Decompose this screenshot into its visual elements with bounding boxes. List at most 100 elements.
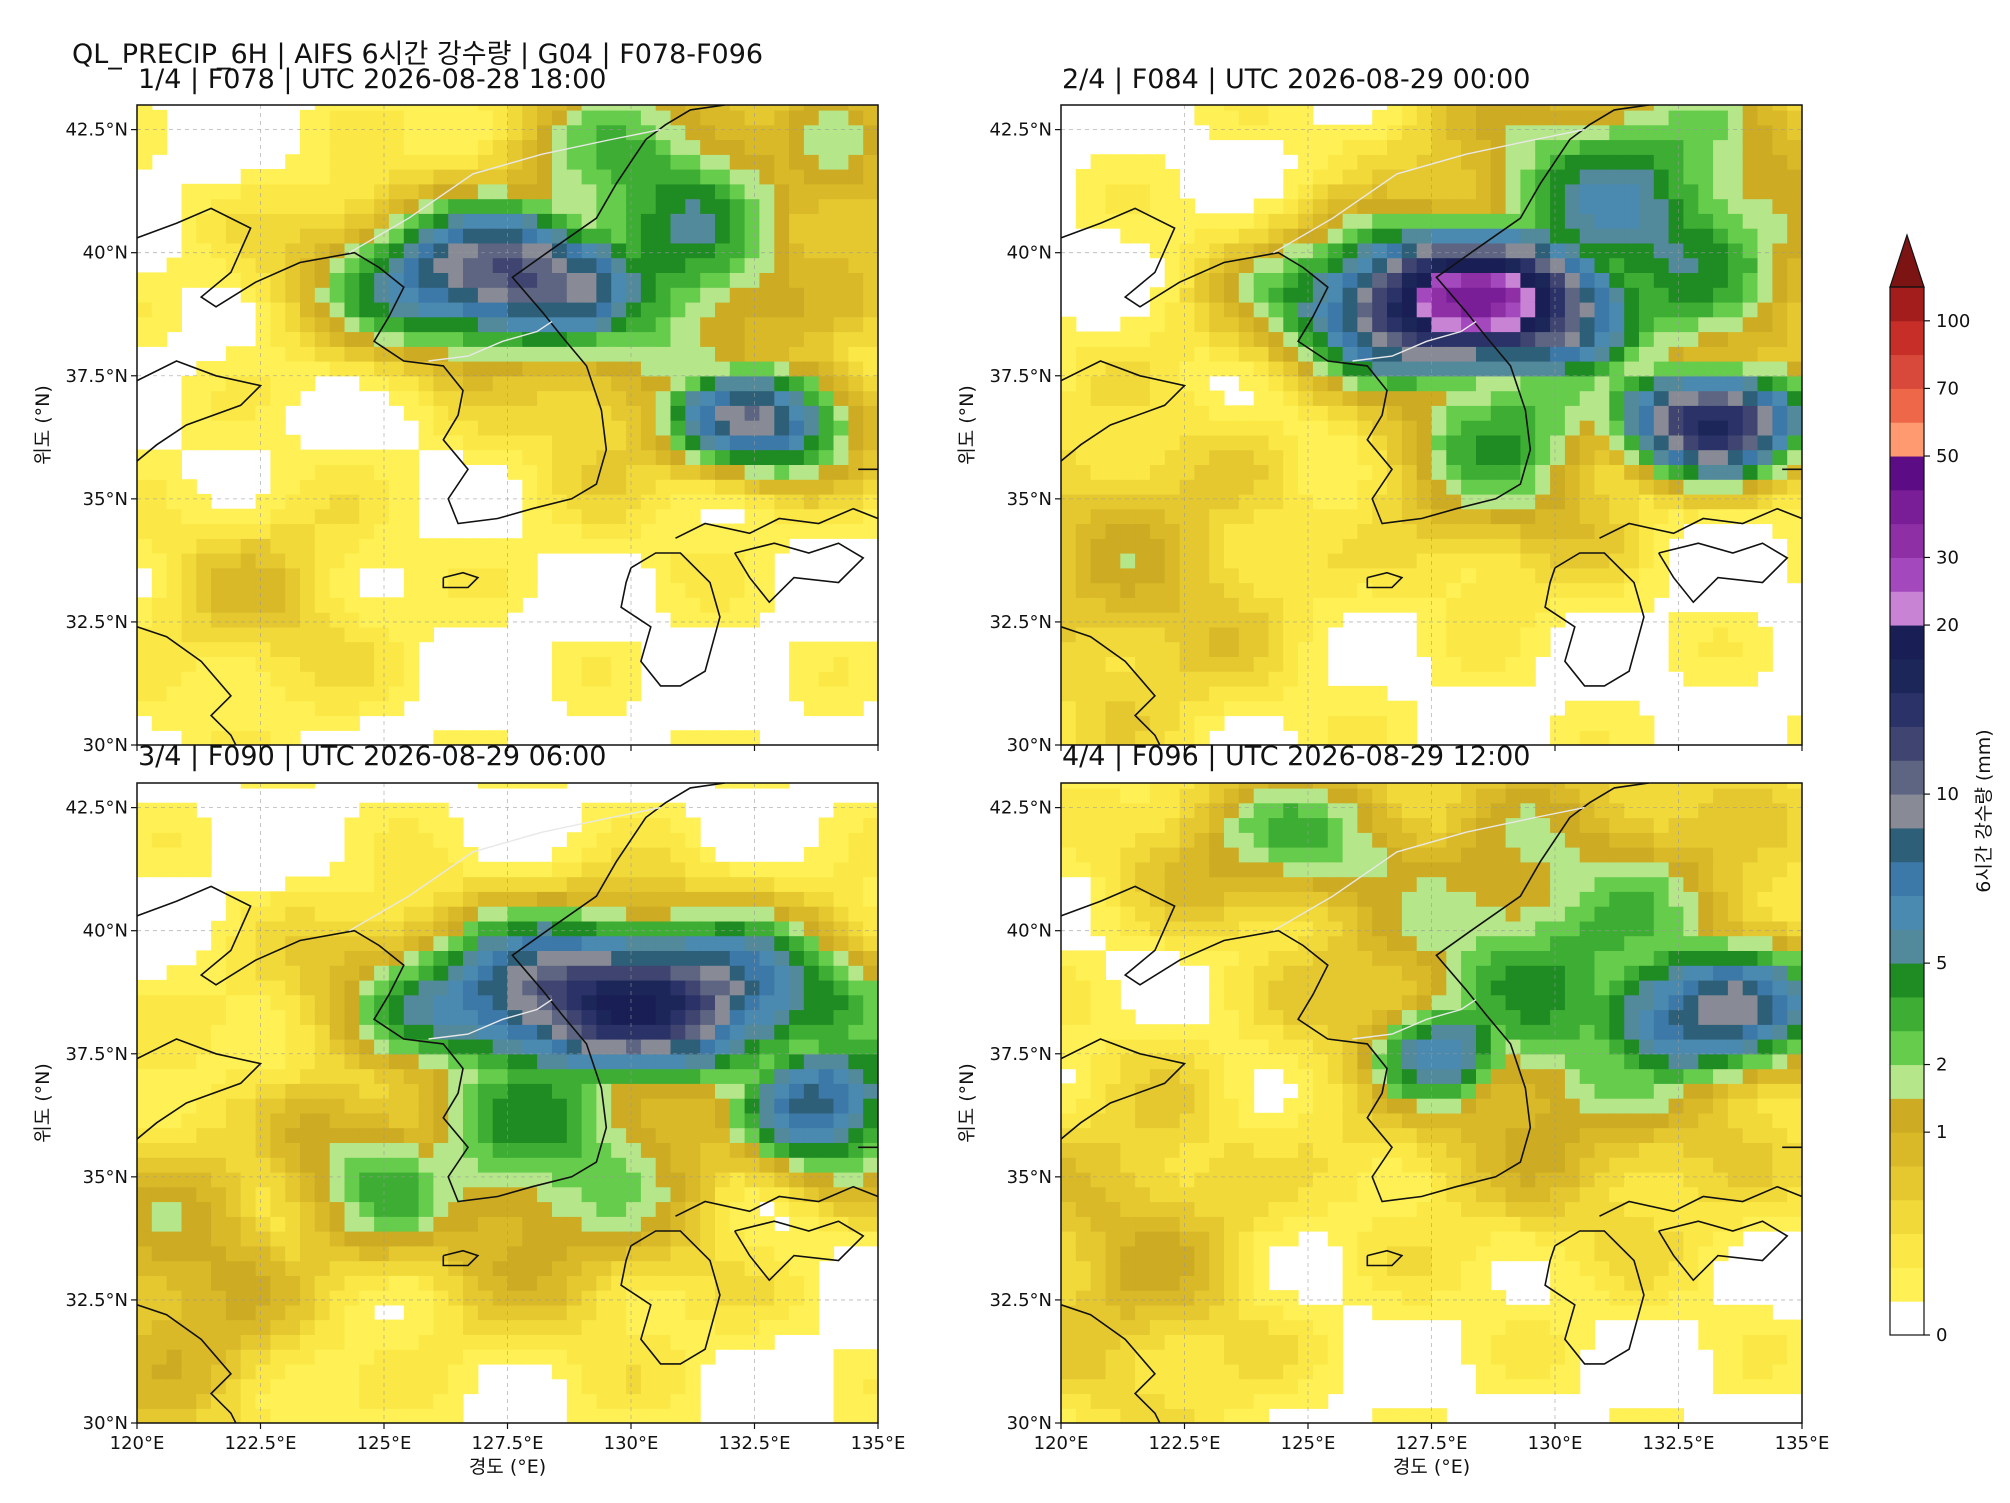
colorbar-bin <box>1890 456 1924 491</box>
y-tick-label: 35°N <box>83 1167 128 1188</box>
y-tick-label: 42.5°N <box>989 798 1052 819</box>
colorbar-bin <box>1890 1098 1924 1133</box>
colorbar-extend-arrow <box>1889 233 1925 288</box>
y-axis-label: 위도 (°N) <box>32 1063 54 1143</box>
colorbar-bin <box>1890 1132 1924 1167</box>
colorbar-bin <box>1890 1199 1924 1235</box>
colorbar-bin <box>1890 692 1924 727</box>
x-tick-label: 120°E <box>110 1433 165 1454</box>
colorbar-tick-label: 100 <box>1936 311 1970 332</box>
colorbar-bin <box>1890 794 1924 829</box>
y-tick-label: 40°N <box>83 243 128 264</box>
colorbar-bin <box>1890 523 1924 558</box>
map-panels: 30°N32.5°N35°N37.5°N40°N42.5°N위도 (°N)30°… <box>32 104 1830 1478</box>
x-tick-label: 122.5°E <box>225 1433 297 1454</box>
colorbar-tick-label: 0 <box>1936 1325 1947 1346</box>
y-tick-label: 32.5°N <box>989 1290 1052 1311</box>
panel-1-title: 1/4 | F078 | UTC 2026-08-28 18:00 <box>138 64 607 95</box>
coastlines <box>1061 105 1802 745</box>
colorbar-tick-label: 70 <box>1936 378 1959 399</box>
x-tick-label: 120°E <box>1034 1433 1089 1454</box>
y-tick-label: 37.5°N <box>65 366 128 387</box>
x-tick-label: 127.5°E <box>472 1433 544 1454</box>
colorbar-tick-label: 1 <box>1936 1122 1947 1143</box>
x-tick-label: 135°E <box>1775 1433 1830 1454</box>
colorbar-bin <box>1890 895 1924 930</box>
colorbar-bin <box>1890 1165 1924 1201</box>
y-tick-label: 42.5°N <box>65 120 128 141</box>
coastlines <box>1061 783 1802 1423</box>
y-tick-label: 40°N <box>1007 243 1052 264</box>
colorbar-tick-label: 2 <box>1936 1055 1947 1076</box>
colorbar-bin <box>1890 422 1924 457</box>
y-tick-label: 30°N <box>1007 735 1052 756</box>
panel-4-title: 4/4 | F096 | UTC 2026-08-29 12:00 <box>1062 741 1531 772</box>
y-tick-label: 35°N <box>83 489 128 510</box>
colorbar-bin <box>1890 287 1924 322</box>
y-tick-label: 42.5°N <box>989 120 1052 141</box>
map-panel-1: 30°N 32.5°N 35°N 37.5°N 40°N 42.5°N 위도 (°N) <box>32 104 879 756</box>
colorbar-tick-label: 20 <box>1936 615 1959 636</box>
y-tick-label: 30°N <box>83 1413 128 1434</box>
colorbar-tick-label: 30 <box>1936 547 1959 568</box>
precip-field <box>1061 783 1802 1423</box>
figure-suptitle: QL_PRECIP_6H | AIFS 6시간 강수량 | G04 | F078… <box>72 39 764 70</box>
y-tick-label: 32.5°N <box>65 612 128 633</box>
precip-field <box>137 783 878 1423</box>
x-tick-label: 130°E <box>1528 1433 1583 1454</box>
colorbar-bin <box>1890 861 1924 897</box>
colorbar-bin <box>1890 489 1924 525</box>
colorbar: 0 1 2 5 10 20 30 50 70 100 6시간 강수량 (mm) <box>1889 233 1995 1346</box>
y-tick-label: 40°N <box>83 921 128 942</box>
x-tick-label: 130°E <box>604 1433 659 1454</box>
x-tick-label: 132.5°E <box>1643 1433 1715 1454</box>
colorbar-bin <box>1890 929 1924 964</box>
colorbar-bin <box>1890 996 1924 1032</box>
x-tick-label: 135°E <box>851 1433 906 1454</box>
y-tick-label: 35°N <box>1007 1167 1052 1188</box>
y-tick-label: 37.5°N <box>65 1044 128 1065</box>
colorbar-bin <box>1890 760 1924 795</box>
colorbar-bin <box>1890 1301 1924 1336</box>
gridlines <box>1061 783 1802 1423</box>
y-tick-label: 37.5°N <box>989 366 1052 387</box>
colorbar-bin <box>1890 963 1924 998</box>
y-tick-label: 40°N <box>1007 921 1052 942</box>
colorbar-bin <box>1890 726 1924 761</box>
colorbar-bin <box>1890 658 1924 694</box>
panel-3-title: 3/4 | F090 | UTC 2026-08-29 06:00 <box>138 741 607 772</box>
y-tick-label: 30°N <box>1007 1413 1052 1434</box>
colorbar-bin <box>1890 625 1924 660</box>
gridlines <box>137 783 878 1423</box>
y-tick-label: 35°N <box>1007 489 1052 510</box>
y-axis-label: 위도 (°N) <box>956 1063 978 1143</box>
colorbar-bin <box>1890 591 1924 626</box>
x-tick-label: 125°E <box>357 1433 412 1454</box>
y-tick-label: 42.5°N <box>65 798 128 819</box>
gridlines <box>137 105 878 745</box>
colorbar-bin <box>1890 827 1924 863</box>
precip-field <box>137 105 878 745</box>
map-panel-2: 30°N 32.5°N 35°N 37.5°N 40°N 42.5°N 위도 (°N) <box>956 104 1803 756</box>
coastlines <box>137 105 878 745</box>
colorbar-bin <box>1890 388 1924 423</box>
colorbar-bin <box>1890 320 1924 356</box>
y-axis-label: 위도 (°N) <box>32 385 54 465</box>
y-tick-label: 30°N <box>83 735 128 756</box>
colorbar-bin <box>1890 1030 1924 1066</box>
panel-2-title: 2/4 | F084 | UTC 2026-08-29 00:00 <box>1062 64 1531 95</box>
x-axis-label: 경도 (°E) <box>469 1456 546 1478</box>
x-tick-label: 127.5°E <box>1396 1433 1468 1454</box>
colorbar-bin <box>1890 1233 1924 1268</box>
gridlines <box>1061 105 1802 745</box>
y-tick-label: 32.5°N <box>989 612 1052 633</box>
x-axis-label: 경도 (°E) <box>1393 1456 1470 1478</box>
y-axis-label: 위도 (°N) <box>956 385 978 465</box>
x-tick-label: 122.5°E <box>1149 1433 1221 1454</box>
coastlines <box>137 783 878 1423</box>
precip-field <box>1061 105 1802 745</box>
colorbar-bin <box>1890 1267 1924 1302</box>
map-panel-3: 30°N 32.5°N 35°N 37.5°N 40°N 42.5°N 120°E 122.5… <box>32 782 906 1478</box>
y-tick-label: 32.5°N <box>65 1290 128 1311</box>
